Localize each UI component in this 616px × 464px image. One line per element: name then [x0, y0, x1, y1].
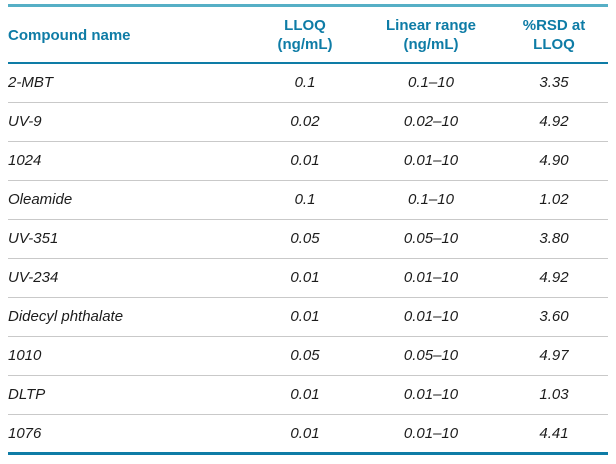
table-row: UV-351 0.05 0.05–10 3.80 [8, 219, 608, 259]
cell-rsd: 4.92 [500, 102, 608, 142]
cell-range: 0.01–10 [362, 414, 500, 455]
cell-lloq: 0.01 [248, 141, 362, 181]
cell-lloq: 0.01 [248, 375, 362, 415]
cell-compound: 1076 [8, 414, 248, 455]
cell-range: 0.01–10 [362, 375, 500, 415]
cell-lloq: 0.01 [248, 414, 362, 455]
cell-range: 0.1–10 [362, 63, 500, 103]
cell-compound: UV-351 [8, 219, 248, 259]
table-row: 1076 0.01 0.01–10 4.41 [8, 414, 608, 455]
cell-lloq: 0.01 [248, 297, 362, 337]
table-header: Compound name LLOQ (ng/mL) Linear range … [8, 7, 608, 64]
table-row: 2-MBT 0.1 0.1–10 3.35 [8, 63, 608, 103]
cell-lloq: 0.01 [248, 258, 362, 298]
column-header-linear-range: Linear range (ng/mL) [362, 7, 500, 64]
cell-lloq: 0.02 [248, 102, 362, 142]
cell-compound: DLTP [8, 375, 248, 415]
cell-compound: UV-9 [8, 102, 248, 142]
cell-rsd: 4.90 [500, 141, 608, 181]
column-header-compound-name: Compound name [8, 7, 248, 64]
header-row: Compound name LLOQ (ng/mL) Linear range … [8, 7, 608, 64]
table-row: DLTP 0.01 0.01–10 1.03 [8, 375, 608, 415]
cell-lloq: 0.1 [248, 180, 362, 220]
cell-lloq: 0.05 [248, 336, 362, 376]
table-row: 1010 0.05 0.05–10 4.97 [8, 336, 608, 376]
cell-range: 0.01–10 [362, 297, 500, 337]
cell-rsd: 3.80 [500, 219, 608, 259]
table-row: 1024 0.01 0.01–10 4.90 [8, 141, 608, 181]
cell-rsd: 3.60 [500, 297, 608, 337]
table-row: UV-9 0.02 0.02–10 4.92 [8, 102, 608, 142]
cell-range: 0.05–10 [362, 336, 500, 376]
results-table-container: Compound name LLOQ (ng/mL) Linear range … [8, 4, 608, 455]
cell-range: 0.1–10 [362, 180, 500, 220]
column-header-rsd-at-lloq: %RSD at LLOQ [500, 7, 608, 64]
cell-rsd: 4.92 [500, 258, 608, 298]
cell-rsd: 3.35 [500, 63, 608, 103]
cell-compound: Didecyl phthalate [8, 297, 248, 337]
compound-results-table: Compound name LLOQ (ng/mL) Linear range … [8, 7, 608, 455]
cell-lloq: 0.05 [248, 219, 362, 259]
cell-compound: 2-MBT [8, 63, 248, 103]
cell-lloq: 0.1 [248, 63, 362, 103]
cell-rsd: 1.02 [500, 180, 608, 220]
table-row: Didecyl phthalate 0.01 0.01–10 3.60 [8, 297, 608, 337]
cell-rsd: 4.41 [500, 414, 608, 455]
cell-compound: 1024 [8, 141, 248, 181]
table-row: Oleamide 0.1 0.1–10 1.02 [8, 180, 608, 220]
table-row: UV-234 0.01 0.01–10 4.92 [8, 258, 608, 298]
cell-compound: 1010 [8, 336, 248, 376]
column-header-lloq: LLOQ (ng/mL) [248, 7, 362, 64]
cell-rsd: 4.97 [500, 336, 608, 376]
table-body: 2-MBT 0.1 0.1–10 3.35 UV-9 0.02 0.02–10 4.92 102… [8, 63, 608, 455]
cell-compound: UV-234 [8, 258, 248, 298]
cell-rsd: 1.03 [500, 375, 608, 415]
cell-range: 0.05–10 [362, 219, 500, 259]
cell-range: 0.01–10 [362, 258, 500, 298]
cell-compound: Oleamide [8, 180, 248, 220]
cell-range: 0.02–10 [362, 102, 500, 142]
cell-range: 0.01–10 [362, 141, 500, 181]
